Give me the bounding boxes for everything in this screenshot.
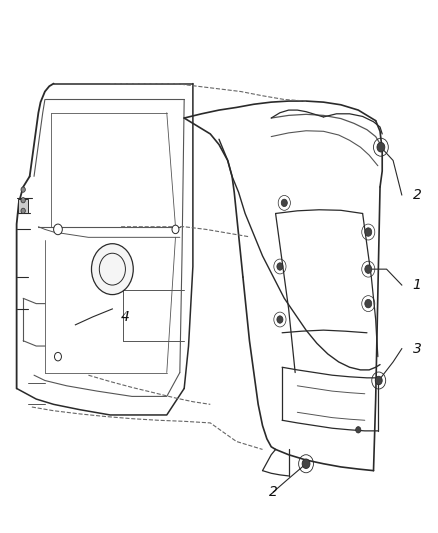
Text: 2: 2	[269, 485, 278, 499]
Bar	[18, 199, 28, 214]
Circle shape	[302, 459, 310, 469]
Circle shape	[377, 142, 385, 152]
Circle shape	[277, 263, 283, 270]
Text: 1: 1	[413, 278, 421, 292]
Circle shape	[281, 199, 287, 207]
Circle shape	[365, 228, 372, 236]
Circle shape	[54, 352, 61, 361]
Text: 2: 2	[413, 188, 421, 202]
Text: 4: 4	[121, 310, 130, 324]
Circle shape	[21, 208, 25, 214]
Circle shape	[172, 225, 179, 233]
Circle shape	[21, 187, 25, 192]
Text: 3: 3	[413, 342, 421, 356]
Circle shape	[365, 300, 372, 308]
Circle shape	[53, 224, 62, 235]
Circle shape	[375, 376, 382, 385]
Circle shape	[365, 265, 372, 273]
Circle shape	[21, 198, 25, 203]
Circle shape	[277, 316, 283, 323]
Circle shape	[92, 244, 133, 295]
Circle shape	[356, 426, 361, 433]
